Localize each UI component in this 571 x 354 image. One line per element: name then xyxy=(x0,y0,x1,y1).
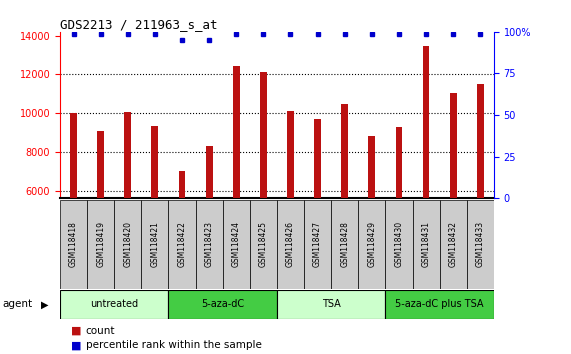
Text: ■: ■ xyxy=(71,326,82,336)
Bar xyxy=(206,146,212,198)
Bar xyxy=(368,136,375,198)
Text: GSM118421: GSM118421 xyxy=(150,221,159,267)
Bar xyxy=(223,200,250,289)
Text: untreated: untreated xyxy=(90,299,138,309)
Bar xyxy=(359,200,385,289)
Text: ■: ■ xyxy=(71,340,82,350)
Bar xyxy=(314,119,321,198)
Text: GSM118429: GSM118429 xyxy=(367,221,376,267)
Bar xyxy=(195,200,223,289)
Bar xyxy=(70,113,77,198)
Text: GSM118423: GSM118423 xyxy=(204,221,214,267)
Text: TSA: TSA xyxy=(322,299,340,309)
Bar xyxy=(412,200,440,289)
Text: GSM118430: GSM118430 xyxy=(395,221,404,267)
Text: GSM118427: GSM118427 xyxy=(313,221,322,267)
Bar xyxy=(467,200,494,289)
Bar xyxy=(151,126,158,198)
Text: percentile rank within the sample: percentile rank within the sample xyxy=(86,340,262,350)
Bar xyxy=(168,200,195,289)
Bar xyxy=(60,200,87,289)
Bar xyxy=(124,112,131,198)
Text: GSM118428: GSM118428 xyxy=(340,221,349,267)
Text: GSM118425: GSM118425 xyxy=(259,221,268,267)
Bar xyxy=(60,290,168,319)
Text: GSM118418: GSM118418 xyxy=(69,221,78,267)
Text: count: count xyxy=(86,326,115,336)
Text: GDS2213 / 211963_s_at: GDS2213 / 211963_s_at xyxy=(60,18,218,31)
Text: ▶: ▶ xyxy=(41,299,49,309)
Bar xyxy=(114,200,142,289)
Bar xyxy=(277,200,304,289)
Bar xyxy=(277,290,385,319)
Bar xyxy=(179,171,186,198)
Bar xyxy=(396,127,403,198)
Bar xyxy=(142,200,168,289)
Bar xyxy=(233,66,240,198)
Text: 5-aza-dC plus TSA: 5-aza-dC plus TSA xyxy=(396,299,484,309)
Text: GSM118432: GSM118432 xyxy=(449,221,458,267)
Bar xyxy=(331,200,359,289)
Bar xyxy=(87,200,114,289)
Text: GSM118419: GSM118419 xyxy=(96,221,105,267)
Bar xyxy=(304,200,331,289)
Bar xyxy=(450,93,457,198)
Text: agent: agent xyxy=(3,299,33,309)
Bar xyxy=(477,84,484,198)
Text: GSM118433: GSM118433 xyxy=(476,221,485,267)
Bar xyxy=(168,290,277,319)
Text: GSM118420: GSM118420 xyxy=(123,221,132,267)
Text: GSM118431: GSM118431 xyxy=(421,221,431,267)
Text: GSM118426: GSM118426 xyxy=(286,221,295,267)
Bar xyxy=(423,46,429,198)
Bar xyxy=(250,200,277,289)
Bar xyxy=(97,131,104,198)
Bar xyxy=(260,73,267,198)
Text: GSM118422: GSM118422 xyxy=(178,221,187,267)
Bar xyxy=(287,111,294,198)
Bar xyxy=(440,200,467,289)
Bar xyxy=(341,104,348,198)
Bar xyxy=(385,200,413,289)
Text: GSM118424: GSM118424 xyxy=(232,221,241,267)
Bar xyxy=(385,290,494,319)
Text: 5-aza-dC: 5-aza-dC xyxy=(201,299,244,309)
